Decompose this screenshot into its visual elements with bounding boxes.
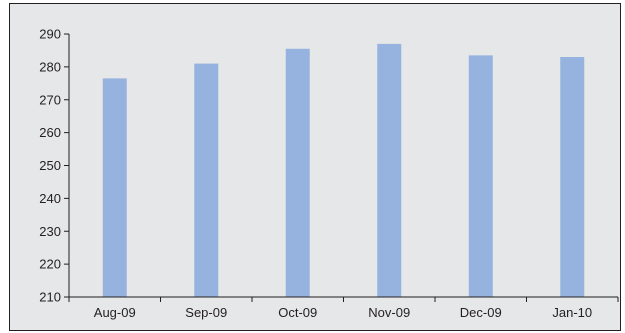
y-tick-label: 230	[39, 224, 61, 239]
y-tick-label: 240	[39, 191, 61, 206]
y-tick-label: 250	[39, 158, 61, 173]
y-tick-label: 290	[39, 27, 61, 42]
x-tick-label: Sep-09	[185, 305, 227, 320]
x-ticks-group: Aug-09 Sep-09 Oct-09 Nov-09 Dec-09 Jan-10	[68, 297, 619, 320]
x-tick-label: Aug-09	[94, 305, 136, 320]
bar-jan-10	[560, 57, 585, 298]
bar-oct-09	[285, 48, 310, 298]
bars-group	[102, 43, 585, 298]
chart-frame: 210 220 230 240 250 260 270 280 290 Aug-09 Sep-09…	[9, 3, 621, 331]
bar-chart: 210 220 230 240 250 260 270 280 290 Aug-09 Sep-09…	[39, 27, 619, 320]
x-tick-label: Nov-09	[368, 305, 410, 320]
bar-aug-09	[102, 78, 127, 297]
bar-sep-09	[194, 63, 219, 298]
y-tick-label: 280	[39, 59, 61, 74]
y-tick-label: 260	[39, 125, 61, 140]
y-tick-label: 270	[39, 92, 61, 107]
y-ticks-group: 210 220 230 240 250 260 270 280 290	[39, 27, 69, 305]
bar-nov-09	[377, 43, 402, 297]
x-tick-label: Dec-09	[460, 305, 502, 320]
axes-group	[68, 34, 618, 298]
x-tick-label: Oct-09	[278, 305, 317, 320]
x-tick-label: Jan-10	[552, 305, 592, 320]
bar-dec-09	[468, 55, 493, 298]
y-tick-label: 220	[39, 257, 61, 272]
y-tick-label: 210	[39, 290, 61, 305]
